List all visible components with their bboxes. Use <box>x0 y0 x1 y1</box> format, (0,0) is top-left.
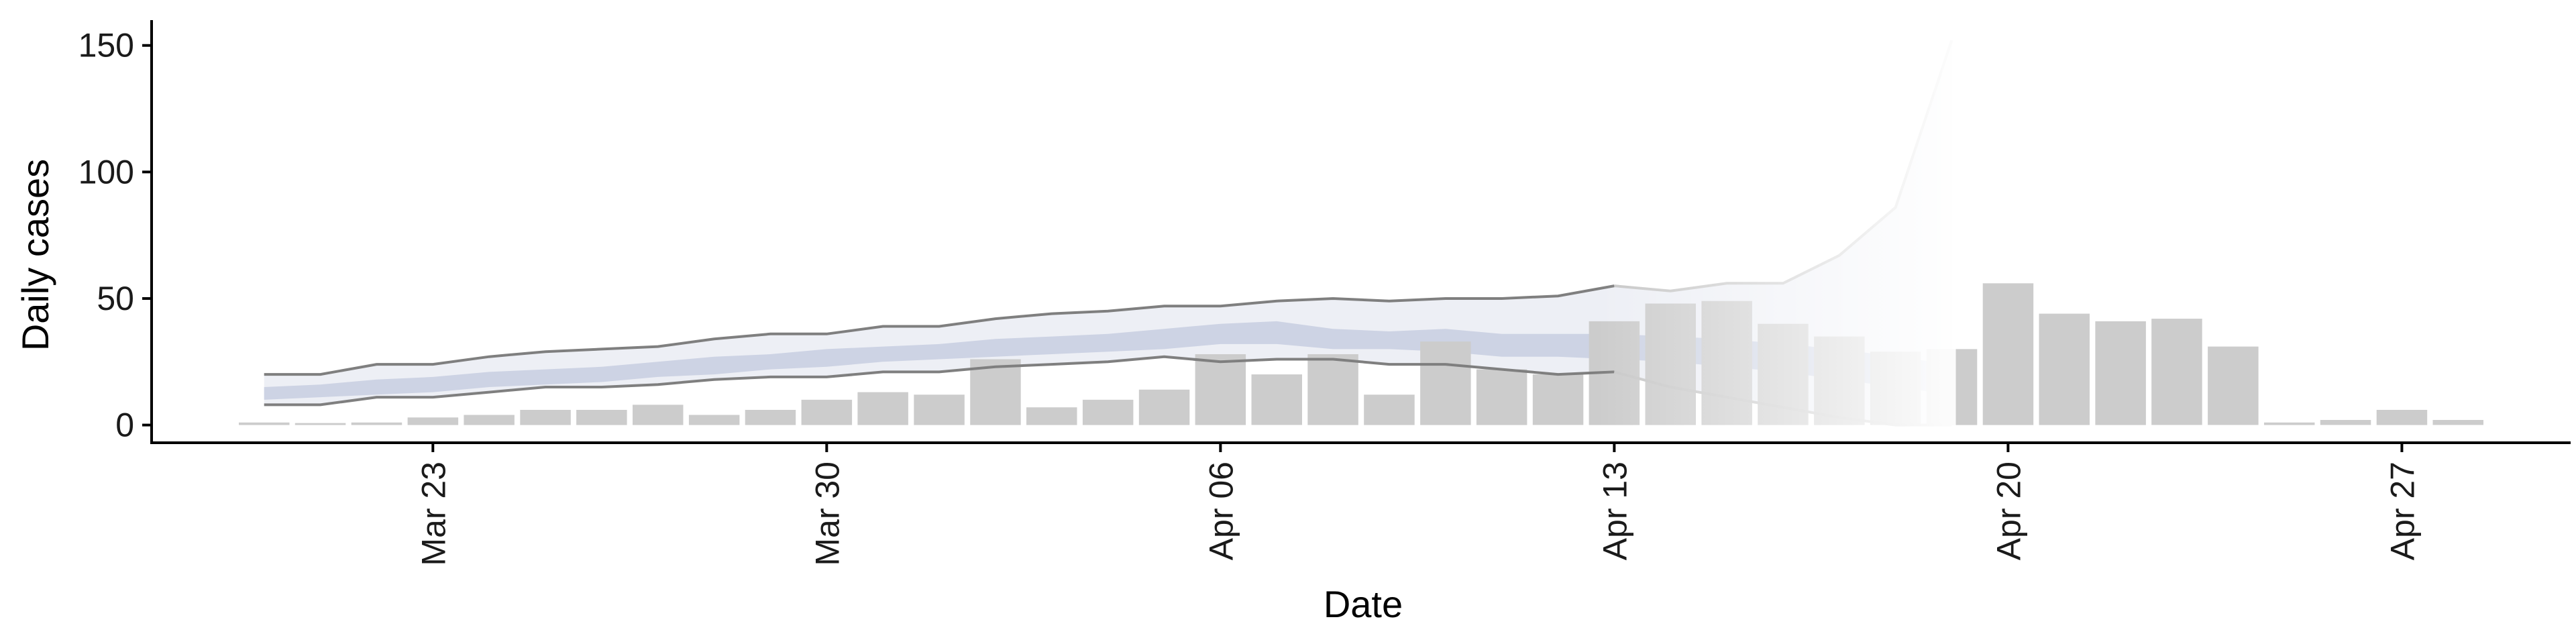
estimate-inner-band <box>264 321 1952 400</box>
daily-cases-bar <box>1195 354 1246 425</box>
daily-cases-bar <box>1364 394 1415 425</box>
daily-cases-bar <box>745 410 796 425</box>
daily-cases-bar <box>857 392 908 425</box>
daily-cases-bar <box>2264 422 2315 425</box>
estimate-lower-line <box>264 355 1615 407</box>
x-tick-label: Apr 27 <box>2383 462 2421 560</box>
daily-cases-bar <box>294 423 346 425</box>
daily-cases-bar <box>633 405 684 425</box>
daily-cases-bar <box>2376 410 2428 425</box>
daily-cases-bar <box>970 359 1021 425</box>
x-tick-label: Apr 13 <box>1596 462 1633 560</box>
daily-cases-bar <box>1026 407 1077 425</box>
daily-cases-bar <box>1082 399 1134 425</box>
daily-cases-bar <box>520 410 571 425</box>
x-tick-label: Apr 06 <box>1202 462 1240 560</box>
axes-layer: 0 50 100 150 Mar 23 Mar 30 Apr 06 Apr 13 Apr 20 A… <box>78 20 2571 566</box>
estimate-fade-overlay <box>1597 20 1956 443</box>
daily-cases-bar <box>914 394 965 425</box>
x-tick-label: Apr 20 <box>1990 462 2027 560</box>
daily-cases-bar <box>1476 369 1527 425</box>
x-axis-title: Date <box>1324 583 1403 625</box>
daily-cases-bar <box>239 422 290 425</box>
daily-cases-bar <box>1307 354 1358 425</box>
x-tick-label: Mar 23 <box>415 462 452 566</box>
x-tick-label: Mar 30 <box>808 462 846 566</box>
y-tick-label: 100 <box>78 153 134 191</box>
daily-cases-bar <box>2320 420 2371 425</box>
daily-cases-bar <box>2039 313 2090 425</box>
daily-cases-bar <box>688 415 740 425</box>
daily-cases-bar <box>407 417 459 425</box>
daily-cases-bar <box>1420 341 1471 425</box>
daily-cases-bar <box>464 415 515 425</box>
daily-cases-bar <box>1982 283 2034 425</box>
y-tick-label: 0 <box>115 407 134 444</box>
estimate-outer-band <box>264 40 1952 425</box>
daily-cases-bar <box>2095 321 2146 425</box>
daily-cases-bar <box>801 399 853 425</box>
daily-cases-bar <box>2432 420 2483 425</box>
y-axis-title: Daily cases <box>14 159 56 351</box>
daily-cases-bar <box>1138 389 1190 425</box>
daily-cases-bar <box>576 410 627 425</box>
fade-overlay-layer <box>1597 20 1956 443</box>
daily-cases-bar <box>1251 374 1302 425</box>
daily-cases-bar <box>2151 319 2202 425</box>
y-tick-label: 50 <box>97 280 134 317</box>
daily-cases-bar <box>1532 374 1584 425</box>
y-tick-label: 150 <box>78 27 134 64</box>
estimate-band-layer <box>264 40 1952 425</box>
daily-cases-bar <box>2208 346 2259 425</box>
daily-cases-bar <box>351 422 402 425</box>
estimate-upper-line <box>264 284 1615 376</box>
